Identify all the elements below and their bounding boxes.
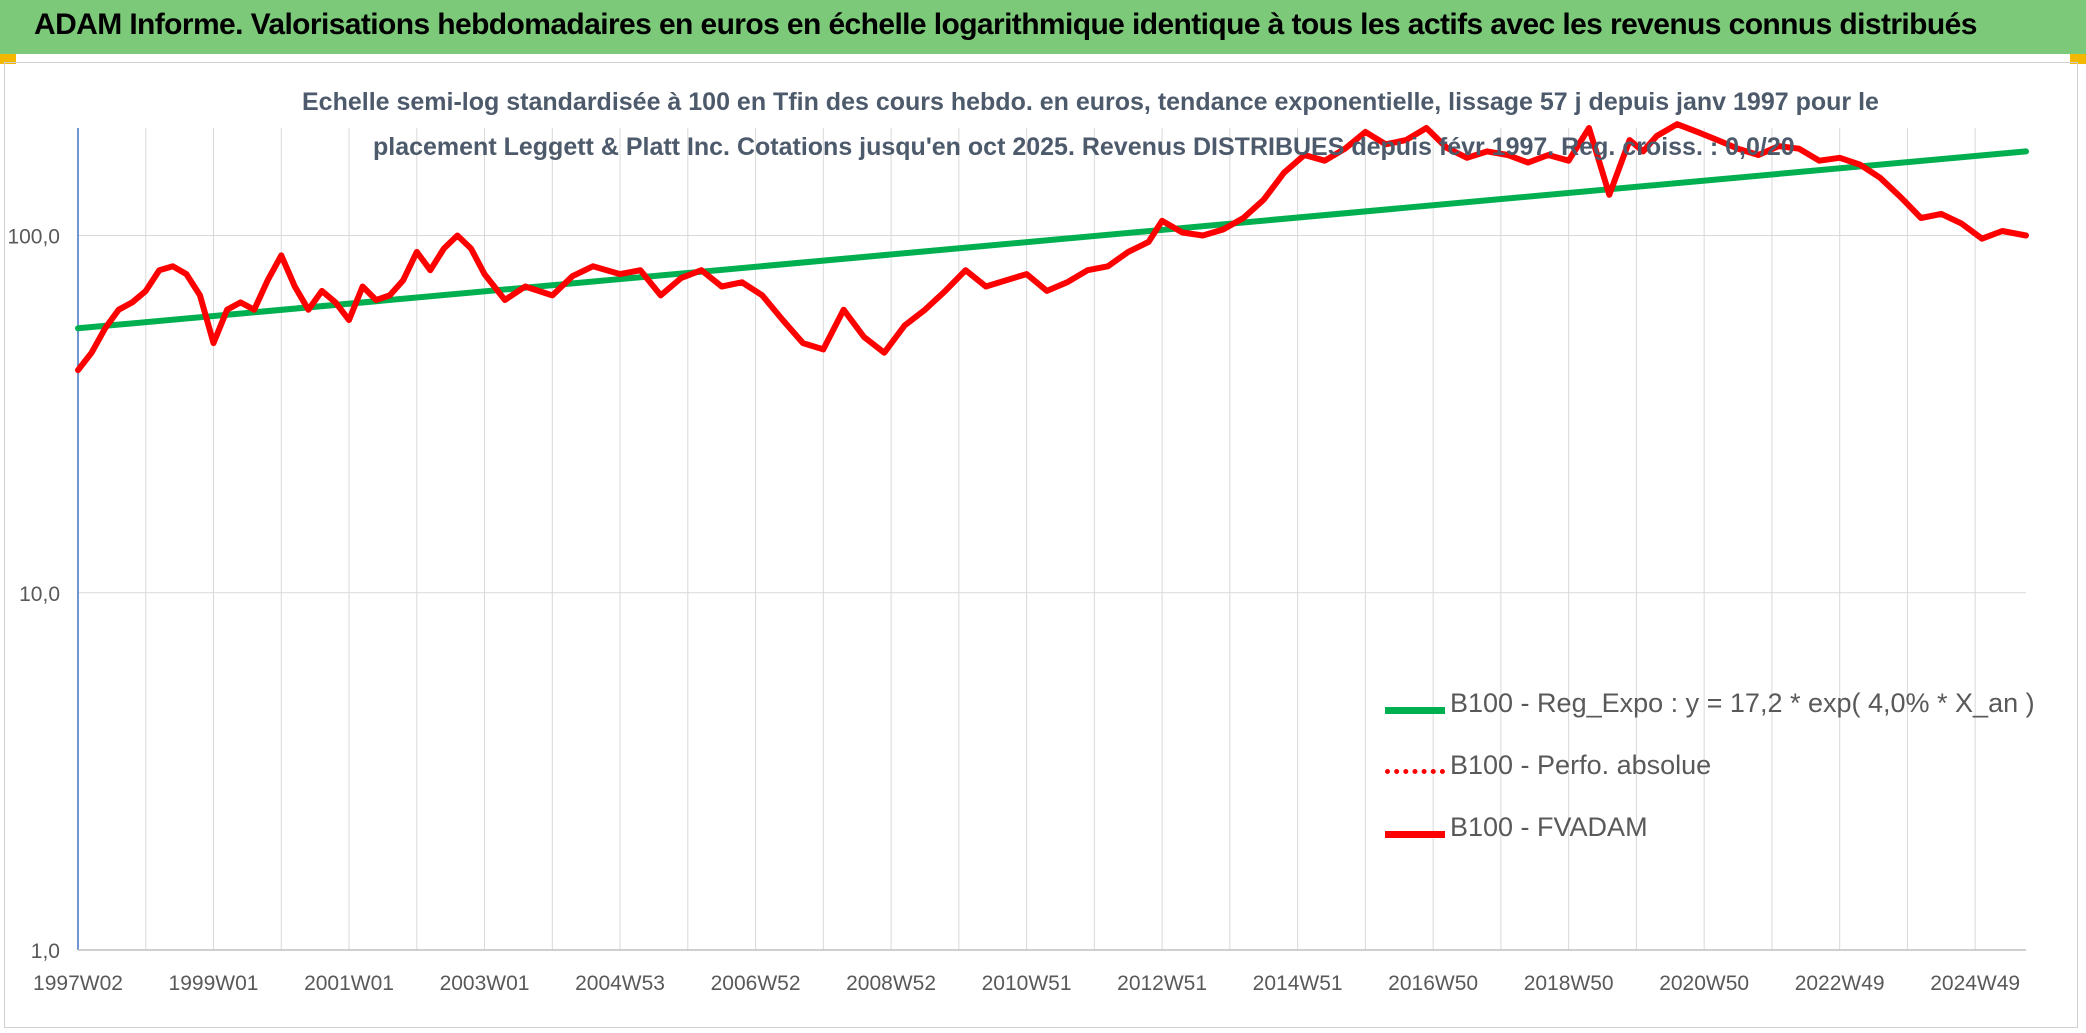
series-line-fvadam bbox=[75, 121, 2029, 374]
x-tick-label: 2024W49 bbox=[1930, 972, 2020, 995]
x-tick-label: 2010W51 bbox=[982, 972, 1072, 995]
page-title: ADAM Informe. Valorisations hebdomadaire… bbox=[34, 8, 1977, 41]
corner-marker-right bbox=[2070, 54, 2086, 64]
x-tick-label: 2016W50 bbox=[1388, 972, 1478, 995]
x-tick-label: 2004W53 bbox=[575, 972, 665, 995]
corner-marker-left bbox=[0, 54, 16, 64]
x-tick-label: 2003W01 bbox=[440, 972, 530, 995]
chart-title-line-1: Echelle semi-log standardisée à 100 en T… bbox=[302, 88, 1879, 116]
legend-label-regression: B100 - Reg_Expo : y = 17,2 * exp( 4,0% *… bbox=[1450, 688, 2035, 718]
y-tick-label: 100,0 bbox=[7, 226, 60, 249]
x-tick-label: 2018W50 bbox=[1524, 972, 1614, 995]
legend-symbol-fvadam bbox=[1385, 831, 1445, 838]
y-tick-label: 1,0 bbox=[31, 940, 60, 963]
chart-title-line-2: placement Leggett & Platt Inc. Cotations… bbox=[373, 133, 1795, 161]
header-banner: ADAM Informe. Valorisations hebdomadaire… bbox=[0, 0, 2086, 54]
y-tick-label: 10,0 bbox=[19, 583, 60, 606]
legend-symbol-regression bbox=[1385, 707, 1445, 714]
x-tick-label: 2022W49 bbox=[1795, 972, 1885, 995]
legend-label-fvadam: B100 - FVADAM bbox=[1450, 812, 1648, 842]
x-tick-label: 2001W01 bbox=[304, 972, 394, 995]
x-tick-label: 2008W52 bbox=[846, 972, 936, 995]
x-tick-label: 1997W02 bbox=[33, 972, 123, 995]
legend-symbol-perfo bbox=[1385, 769, 1445, 774]
x-tick-label: 2014W51 bbox=[1253, 972, 1343, 995]
x-tick-label: 2020W50 bbox=[1659, 972, 1749, 995]
chart-frame bbox=[4, 62, 2078, 1028]
legend-label-perfo: B100 - Perfo. absolue bbox=[1450, 750, 1712, 780]
series-line-regression bbox=[75, 148, 2029, 332]
x-tick-label: 2012W51 bbox=[1117, 972, 1207, 995]
x-tick-label: 2006W52 bbox=[711, 972, 801, 995]
x-tick-label: 1999W01 bbox=[169, 972, 259, 995]
